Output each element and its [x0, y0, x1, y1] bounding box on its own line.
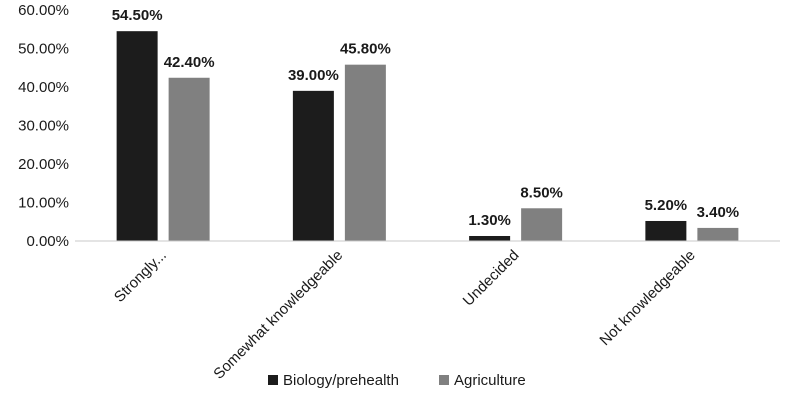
x-axis: Strongly... Somewhat knowledgeable Undecid…: [111, 247, 699, 383]
data-label: 45.80%: [340, 41, 391, 58]
x-tick-label: Strongly...: [111, 247, 170, 306]
legend-swatch-agriculture: [439, 375, 449, 385]
data-label: 42.40%: [164, 54, 215, 71]
x-tick-label: Not knowledgeable: [596, 247, 698, 349]
legend-swatch-biology-prehealth: [268, 375, 278, 385]
legend: Biology/prehealth Agriculture: [268, 372, 526, 389]
y-tick-label: 10.00%: [18, 195, 69, 212]
y-tick-label: 30.00%: [18, 118, 69, 135]
x-tick-label: Undecided: [460, 247, 523, 310]
bar-biology-prehealth: [292, 90, 334, 241]
data-label: 54.50%: [112, 7, 163, 24]
y-axis: 0.00% 10.00% 20.00% 30.00% 40.00% 50.00% 60.00…: [18, 2, 69, 250]
bar-agriculture: [344, 64, 386, 241]
legend-label: Biology/prehealth: [283, 372, 399, 389]
data-label: 3.40%: [697, 204, 740, 221]
data-label: 1.30%: [468, 212, 511, 229]
bar-biology-prehealth: [645, 220, 687, 241]
y-tick-label: 50.00%: [18, 41, 69, 58]
data-label: 5.20%: [645, 197, 688, 214]
data-label: 8.50%: [520, 184, 563, 201]
legend-label: Agriculture: [454, 372, 526, 389]
bars: [116, 31, 739, 241]
data-labels: 54.50% 42.40% 39.00%45.80% 1.30% 8.50% 5.20% 3…: [112, 7, 739, 229]
y-tick-label: 60.00%: [18, 2, 69, 19]
bar-agriculture: [521, 208, 563, 241]
bar-biology-prehealth: [469, 235, 511, 241]
bar-agriculture: [168, 77, 210, 241]
y-tick-label: 40.00%: [18, 79, 69, 96]
y-tick-label: 0.00%: [26, 233, 69, 250]
y-tick-label: 20.00%: [18, 156, 69, 173]
x-tick-label: Somewhat knowledgeable: [210, 247, 346, 383]
bar-biology-prehealth: [116, 31, 158, 241]
bar-agriculture: [697, 227, 739, 241]
data-label: 39.00%: [288, 67, 339, 84]
